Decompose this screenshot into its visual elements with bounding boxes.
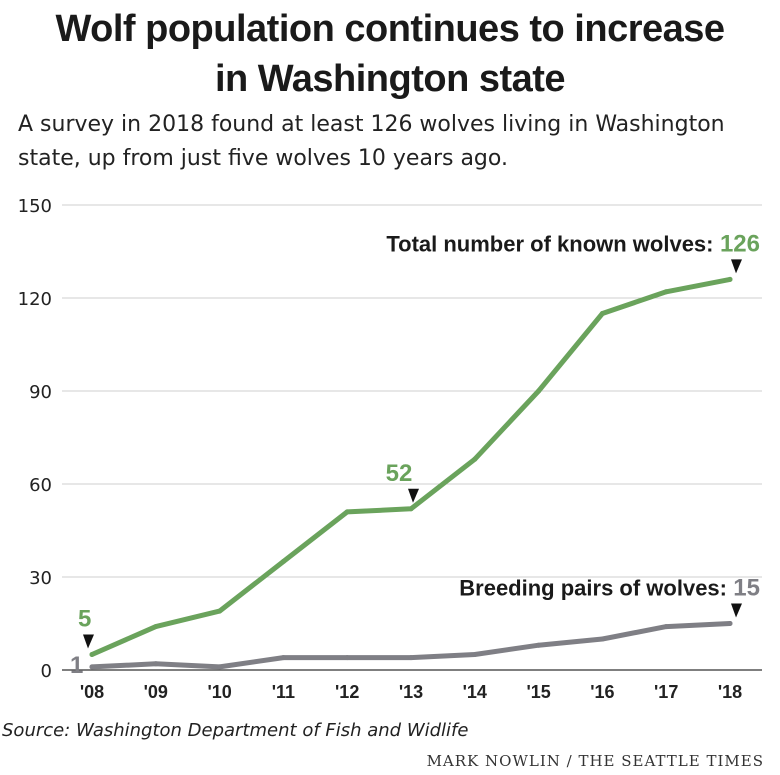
data-point-total-wolves [153,624,159,630]
data-point-total-wolves [472,456,478,462]
data-point-breeding-pairs [536,642,542,648]
y-tick-label: 120 [18,289,52,310]
credit-line: MARK NOWLIN / THE SEATTLE TIMES [426,752,764,770]
series-line-breeding-pairs [89,621,733,670]
x-tick-label: '16 [590,682,614,702]
y-tick-label: 30 [29,568,52,589]
data-point-breeding-pairs [472,652,478,657]
data-point-breeding-pairs [663,624,669,630]
x-tick-label: '09 [144,682,168,702]
chart-subtitle-line-2: state, up from just five wolves 10 years… [18,146,508,171]
y-tick-label: 150 [18,196,52,217]
value-label-breeding-pairs: 1 [70,652,83,679]
data-point-total-wolves [408,506,414,512]
data-point-total-wolves [280,559,286,564]
x-tick-label: '14 [463,682,487,702]
chart-subtitle: A survey in 2018 found at least 126 wolv… [18,108,768,176]
y-tick-label: 60 [29,475,52,496]
data-point-breeding-pairs [89,664,95,670]
data-point-total-wolves [89,652,95,657]
callout-pointer-total-wolves [731,259,742,274]
data-point-breeding-pairs [599,636,605,642]
callout-pointer-total-wolves [83,634,94,649]
value-label-total-wolves: 52 [386,460,413,487]
data-point-total-wolves [217,608,223,614]
x-tick-label: '15 [526,682,550,702]
value-label-total-wolves: 5 [78,606,91,633]
data-point-total-wolves [344,509,350,515]
data-point-breeding-pairs [344,655,350,661]
data-point-breeding-pairs [408,655,414,661]
x-tick-label: '12 [335,682,359,702]
data-point-total-wolves [663,289,669,295]
x-tick-label: '11 [272,682,295,702]
x-tick-label: '13 [399,682,423,702]
callout-pointer-breeding-pairs [731,603,742,618]
y-tick-label: 0 [41,661,52,682]
chart-subtitle-line-1: A survey in 2018 found at least 126 wolv… [18,112,725,137]
value-label-breeding-pairs: 15 [733,575,760,602]
data-point-breeding-pairs [727,621,733,626]
callout-pointer-total-wolves [408,488,419,503]
data-point-breeding-pairs [217,664,223,670]
chart-title-line-1: Wolf population continues to increase [55,8,725,50]
series-label-breeding-pairs: Breeding pairs of wolves: [459,576,727,601]
data-point-breeding-pairs [280,655,286,661]
data-point-breeding-pairs [153,661,159,667]
value-label-total-wolves: 126 [720,230,760,257]
x-tick-label: '17 [654,682,678,702]
data-point-total-wolves [727,276,733,282]
data-point-total-wolves [599,311,605,316]
x-tick-label: '18 [718,682,742,702]
chart-title: Wolf population continues to increase in… [0,4,780,104]
x-tick-label: '10 [207,682,231,702]
source-note: Source: Washington Department of Fish an… [2,720,469,741]
y-tick-label: 90 [29,382,52,403]
chart-title-line-2: in Washington state [214,58,566,100]
series-label-total-wolves: Total number of known wolves: [386,231,713,256]
x-tick-label: '08 [80,682,104,702]
data-point-total-wolves [536,388,542,394]
